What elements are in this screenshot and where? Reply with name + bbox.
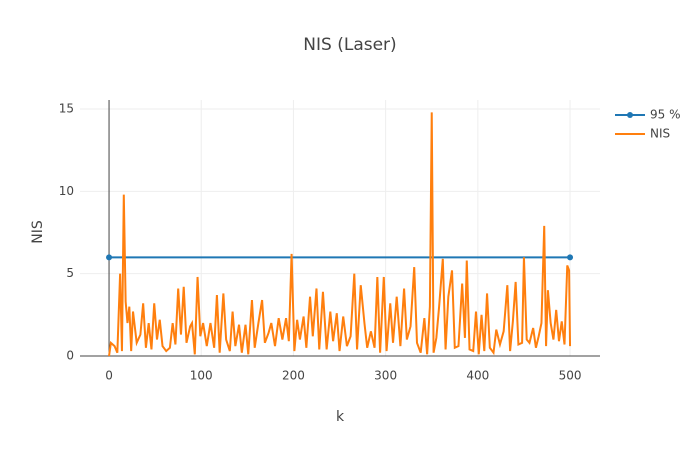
series-line [108,112,572,357]
point [106,254,113,261]
y-tick-label: 15 [59,102,74,116]
point [567,254,574,261]
x-tick-label: 500 [559,369,582,383]
legend-label: 95 % [650,108,681,122]
x-tick-label: 400 [466,369,489,383]
x-tick-label: 0 [105,369,113,383]
y-tick-label: 5 [66,266,74,280]
y-tick-label: 10 [59,184,74,198]
legend-marker [627,112,633,118]
chart-title: NIS (Laser) [303,35,396,55]
x-tick-label: 300 [374,369,397,383]
y-tick-label: 0 [66,349,74,363]
y-axis-label: NIS [30,220,46,244]
legend-label: NIS [650,127,670,141]
x-axis-label: k [336,409,345,425]
x-tick-label: 200 [282,369,305,383]
x-tick-label: 100 [190,369,213,383]
